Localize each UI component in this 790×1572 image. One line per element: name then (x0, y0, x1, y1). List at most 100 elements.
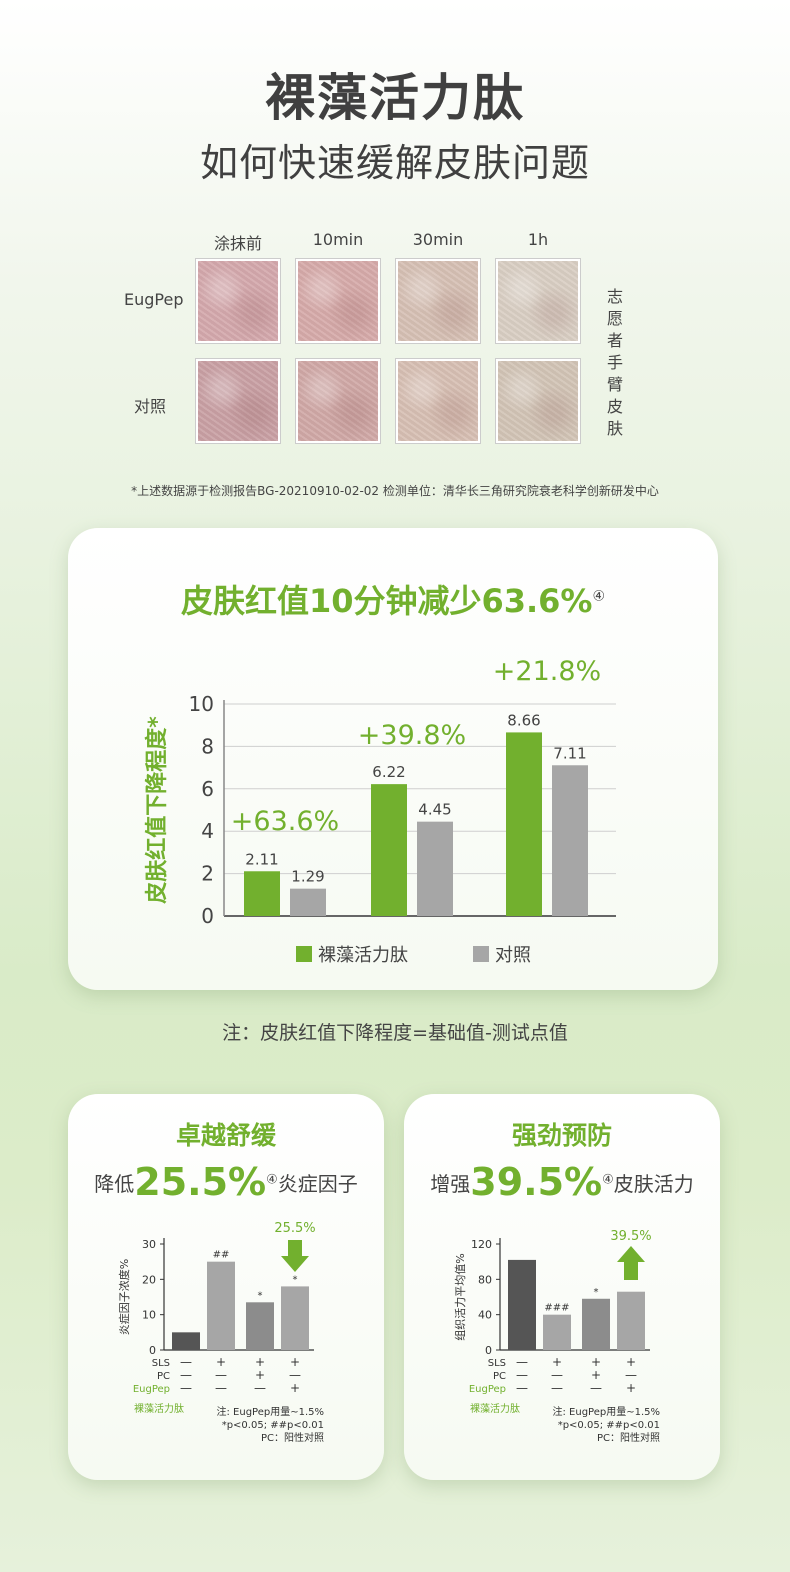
legend-swatch-control (473, 946, 489, 962)
legend-label-control: 对照 (495, 945, 531, 966)
increase-annotation: +63.6% (231, 806, 339, 837)
condition-value: — (180, 1368, 192, 1382)
y-tick-label: 2 (201, 862, 214, 886)
condition-caption: 裸藻活力肽 (470, 1402, 520, 1415)
y-tick-label: 8 (201, 734, 214, 758)
bar (281, 1286, 309, 1350)
page-subtitle: 如何快速缓解皮肤问题 (199, 141, 590, 185)
skin-photo-control-1h (496, 359, 580, 443)
condition-value: + (216, 1355, 226, 1369)
soothing-sub-pre: 降低 (94, 1172, 135, 1196)
main-chart-card: 皮肤红值10分钟减少63.6%④ 0 2 4 6 8 10 皮肤红值下降程度* 2.11 6.2… (68, 528, 718, 990)
arrow-label: 25.5% (274, 1221, 315, 1236)
condition-row-label: PC (493, 1371, 506, 1382)
soothing-sub-percent: 25.5% (134, 1160, 267, 1204)
condition-value: + (255, 1368, 265, 1382)
skin-photo-eugpep-10min (296, 259, 380, 343)
formula-note: 注：皮肤红值下降程度=基础值-测试点值 (222, 1022, 568, 1044)
soothing-card-subtitle: 降低25.5%④炎症因子 (68, 1160, 384, 1204)
condition-value: — (215, 1381, 227, 1395)
y-tick-label: 10 (189, 692, 214, 716)
prevention-card-title: 强劲预防 (511, 1121, 612, 1150)
chart-note: PC：阳性对照 (597, 1431, 660, 1444)
bar-value-label: 2.11 (245, 850, 278, 868)
condition-row-label: SLS (488, 1358, 506, 1369)
skin-photo-eugpep-30min (396, 259, 480, 343)
prevention-sub-post: 皮肤活力 (613, 1172, 694, 1196)
chart-note: *p<0.05; ##p<0.01 (558, 1420, 660, 1431)
prevention-sub-mark: ④ (602, 1172, 614, 1188)
bar (246, 1302, 274, 1350)
skin-photo-eugpep-before (196, 259, 280, 343)
bar (543, 1314, 571, 1350)
skin-photo-control-10min (296, 359, 380, 443)
prevention-sub-pre: 增强 (430, 1172, 471, 1196)
main-bar-chart: 0 2 4 6 8 10 皮肤红值下降程度* 2.11 6.22 8.66 1.29 4.45 7.11… (144, 656, 616, 966)
chart-note: *p<0.05; ##p<0.01 (222, 1420, 324, 1431)
bar-value-label: 6.22 (372, 763, 405, 781)
column-header-1h: 1h (527, 230, 549, 249)
condition-caption: 裸藻活力肽 (134, 1402, 184, 1415)
condition-value: + (591, 1368, 601, 1382)
increase-annotation: +21.8% (493, 656, 601, 687)
condition-value: — (180, 1381, 192, 1395)
condition-value: — (254, 1381, 266, 1395)
condition-value: — (516, 1368, 528, 1382)
main-chart-title-mark: ④ (592, 588, 606, 605)
significance-mark: * (293, 1274, 298, 1285)
legend-swatch-eugpep (296, 946, 312, 962)
row-label-eugpep: EugPep (124, 290, 184, 309)
y-tick-label: 0 (149, 1344, 156, 1357)
significance-mark: ## (213, 1250, 230, 1261)
bar (617, 1291, 645, 1350)
chart-note: 注: EugPep用量~1.5% (216, 1405, 324, 1418)
condition-value: — (215, 1368, 227, 1382)
up-arrow-icon (617, 1246, 645, 1280)
row-label-control: 对照 (134, 397, 167, 416)
bar-control (552, 765, 588, 916)
significance-mark: * (258, 1290, 263, 1301)
y-tick-label: 10 (142, 1309, 156, 1322)
y-tick-label: 120 (471, 1238, 492, 1251)
bar-eugpep (244, 871, 280, 916)
bar (207, 1261, 235, 1350)
bar (172, 1332, 200, 1350)
soothing-card-title: 卓越舒缓 (175, 1121, 276, 1150)
prevention-sub-percent: 39.5% (470, 1160, 603, 1204)
condition-value: — (625, 1368, 637, 1382)
y-tick-label: 4 (201, 819, 214, 843)
soothing-sub-post: 炎症因子 (277, 1172, 358, 1196)
y-tick-label: 30 (142, 1238, 156, 1251)
skin-photo-eugpep-1h (496, 259, 580, 343)
column-header-before: 涂抹前 (213, 234, 262, 253)
y-axis-label: 炎症因子浓度% (117, 1259, 131, 1335)
soothing-card: 卓越舒缓 降低25.5%④炎症因子 0 10 20 30 炎症因子浓度% ## * * 25.5… (68, 1094, 384, 1480)
condition-row-label: EugPep (133, 1384, 170, 1395)
condition-value: + (255, 1355, 265, 1369)
prevention-card-subtitle: 增强39.5%④皮肤活力 (404, 1160, 720, 1204)
bar-value-label: 1.29 (291, 868, 324, 886)
increase-annotation: +39.8% (358, 720, 466, 751)
condition-value: — (516, 1355, 528, 1369)
arrow-label: 39.5% (610, 1229, 651, 1244)
chart-note: PC：阳性对照 (261, 1431, 324, 1444)
y-tick-label: 0 (201, 904, 214, 928)
condition-value: + (552, 1355, 562, 1369)
prevention-card: 强劲预防 增强39.5%④皮肤活力 0 40 80 120 组织活力平均值% ### * 39… (404, 1094, 720, 1480)
condition-value: + (591, 1355, 601, 1369)
column-header-30min: 30min (412, 230, 464, 249)
side-label-volunteer-arm: 志愿者手臂皮肤 (606, 287, 623, 438)
condition-row-label: SLS (152, 1358, 170, 1369)
bar (508, 1259, 536, 1350)
condition-value: + (626, 1381, 636, 1395)
condition-row-label: EugPep (469, 1384, 506, 1395)
y-tick-label: 6 (201, 777, 214, 801)
significance-mark: * (594, 1287, 599, 1298)
condition-value: — (551, 1381, 563, 1395)
page-title: 裸藻活力肽 (265, 69, 525, 127)
chart-note: 注: EugPep用量~1.5% (552, 1405, 660, 1418)
y-axis-label: 皮肤红值下降程度* (144, 716, 170, 904)
skin-photo-control-30min (396, 359, 480, 443)
y-axis-label: 组织活力平均值% (453, 1253, 467, 1340)
